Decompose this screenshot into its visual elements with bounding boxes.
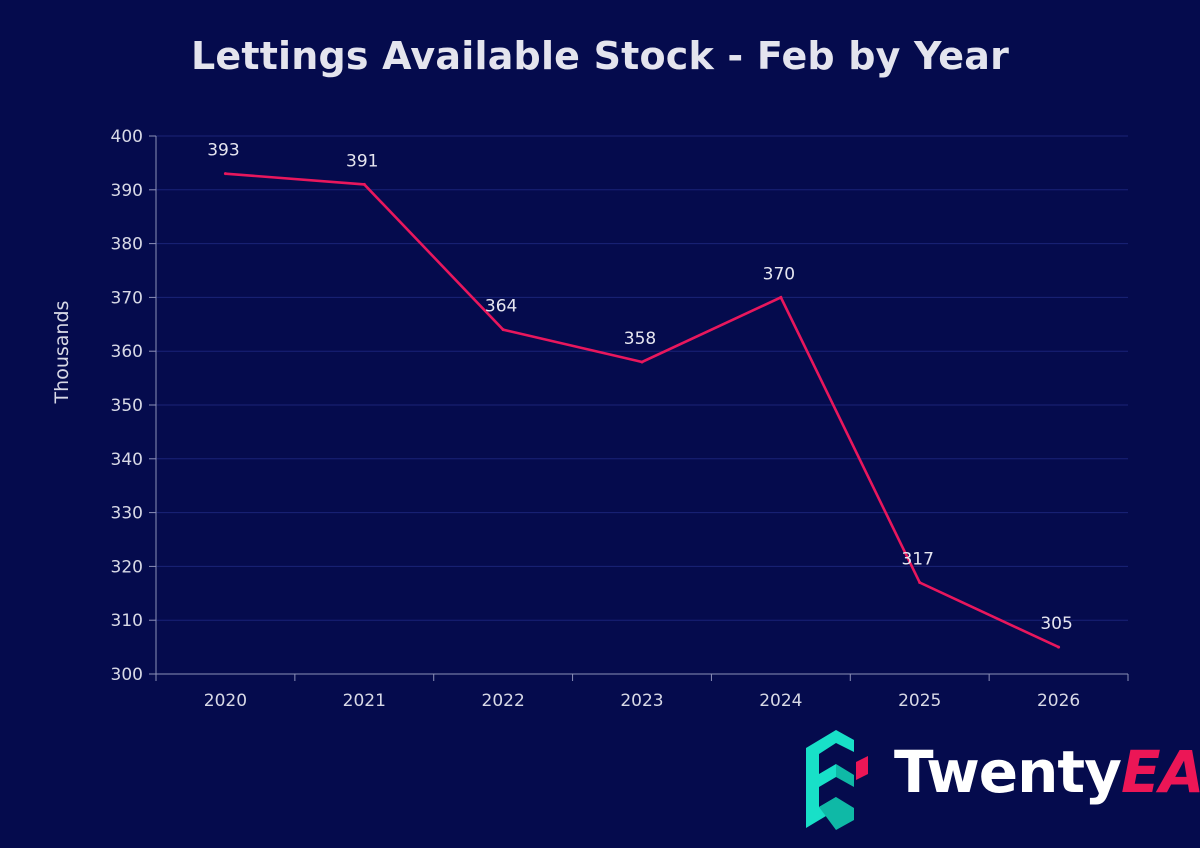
brand-name-main: Twenty bbox=[894, 738, 1122, 806]
data-point-2021 bbox=[362, 182, 366, 186]
y-tick-label-360: 360 bbox=[111, 342, 143, 362]
y-tick-label-320: 320 bbox=[111, 557, 143, 577]
data-label-2023: 358 bbox=[624, 329, 656, 349]
y-axis-label: Thousands bbox=[51, 301, 73, 405]
x-tick-label-2024: 2024 bbox=[759, 691, 802, 711]
data-label-2021: 391 bbox=[346, 151, 378, 171]
data-labels: 393 391 364 358 370 317 305 bbox=[207, 141, 1073, 634]
x-tick-label-2020: 2020 bbox=[204, 691, 247, 711]
x-tick-label-2023: 2023 bbox=[620, 691, 663, 711]
data-point-2020 bbox=[223, 172, 227, 176]
data-point-2024 bbox=[779, 295, 783, 299]
data-point-2026 bbox=[1057, 645, 1061, 649]
series bbox=[223, 172, 1061, 649]
data-point-2022 bbox=[501, 328, 505, 332]
x-tick-label-2021: 2021 bbox=[343, 691, 386, 711]
x-tick-label-2022: 2022 bbox=[482, 691, 525, 711]
y-tick-label-330: 330 bbox=[111, 504, 143, 524]
y-tick-label-340: 340 bbox=[111, 450, 143, 470]
gridlines bbox=[156, 135, 1128, 621]
y-tick-label-370: 370 bbox=[111, 288, 143, 308]
data-label-2025: 317 bbox=[901, 550, 933, 570]
data-label-2024: 370 bbox=[763, 264, 795, 284]
data-label-2026: 305 bbox=[1040, 614, 1072, 634]
axes: 300 310 320 330 340 350 360 370 380 390 400 2020 202… bbox=[111, 127, 1129, 711]
y-tick-label-350: 350 bbox=[111, 396, 143, 416]
y-tick-label-300: 300 bbox=[111, 665, 143, 685]
twentyea-wordmark: TwentyEA bbox=[894, 738, 1200, 806]
brand-logo: TwentyEA bbox=[806, 730, 1200, 830]
y-tick-label-380: 380 bbox=[111, 235, 143, 255]
y-tick-label-390: 390 bbox=[111, 181, 143, 201]
x-tick-label-2026: 2026 bbox=[1037, 691, 1080, 711]
chart-title: Lettings Available Stock - Feb by Year bbox=[190, 34, 1010, 78]
y-tick-label-310: 310 bbox=[111, 611, 143, 631]
data-label-2022: 364 bbox=[485, 297, 517, 317]
twentyea-logo-icon bbox=[806, 730, 868, 830]
y-tick-label-400: 400 bbox=[111, 127, 143, 147]
brand-name-accent: EA bbox=[1120, 738, 1200, 806]
x-tick-label-2025: 2025 bbox=[898, 691, 941, 711]
series-line bbox=[225, 172, 1060, 649]
data-point-2023 bbox=[640, 360, 644, 364]
data-point-2025 bbox=[918, 581, 922, 585]
data-label-2020: 393 bbox=[207, 141, 239, 161]
